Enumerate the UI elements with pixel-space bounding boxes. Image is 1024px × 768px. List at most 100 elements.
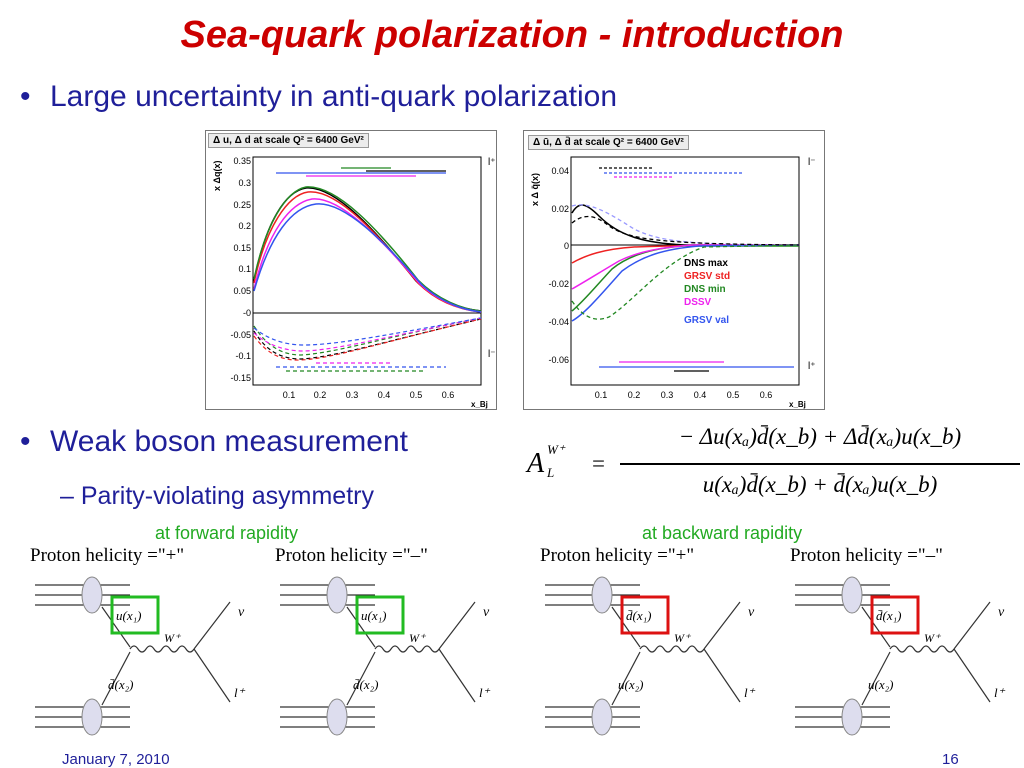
boson-label: W⁺	[409, 631, 426, 645]
formula-numerator: − Δu(xₐ)d̄(x_b) + Δd̄(xₐ)u(x_b)	[678, 424, 962, 449]
ytick: -0.15	[230, 373, 251, 383]
diagram-helicity-header: Proton helicity ="+"	[540, 545, 695, 566]
ytick: 0.04	[551, 166, 569, 176]
subbullet-parity: – Parity-violating asymmetry	[60, 482, 374, 511]
bullet-marker: •	[20, 425, 31, 458]
proton-blob	[326, 576, 348, 614]
diagram-svg	[795, 576, 991, 736]
right-plot-svg: 0.04 0.02 0 -0.02 -0.04 -0.06 0.1 0.2 0.…	[530, 156, 816, 409]
w-boson-propagator	[889, 645, 955, 653]
right-plot-xlabel: x_Bj	[789, 400, 806, 409]
proton-blob	[591, 698, 613, 736]
right-plot-error-bars	[599, 167, 794, 372]
lepton-label: l⁺	[994, 685, 1005, 700]
ytick: 0.25	[233, 200, 251, 210]
quark-highlight-box	[870, 595, 920, 635]
xtick: 0.3	[346, 390, 359, 400]
left-plot-svg: 0.35 0.3 0.25 0.2 0.15 0.1 0.05 -0 -0.05…	[212, 156, 496, 409]
xtick: 0.2	[314, 390, 327, 400]
ytick: 0	[564, 241, 569, 251]
lepton-line	[193, 648, 231, 703]
xtick: 0.4	[378, 390, 391, 400]
quark-highlight-box	[110, 595, 160, 635]
lepton-label: l⁺	[744, 685, 755, 700]
xtick: 0.4	[694, 390, 707, 400]
boson-label: W⁺	[674, 631, 691, 645]
right-plot-xticks: 0.1 0.2 0.3 0.4 0.5 0.6	[595, 390, 773, 400]
left-plot: 0.35 0.3 0.25 0.2 0.15 0.1 0.05 -0 -0.05…	[205, 130, 497, 410]
antiquark-label: d̄(x₂)	[353, 677, 379, 692]
right-plot-legend: DNS max GRSV std DNS min DSSV GRSV val	[684, 258, 730, 326]
slide-title: Sea-quark polarization - introduction	[180, 14, 844, 56]
ytick: -0.04	[548, 317, 569, 327]
quark-line	[861, 606, 891, 648]
quark-highlight-box	[620, 595, 670, 635]
ytick: 0.3	[238, 178, 251, 188]
left-plot-error-bars	[276, 167, 446, 372]
ytick: 0.35	[233, 156, 251, 166]
footer-page-number: 16	[942, 751, 959, 768]
xtick: 0.6	[442, 390, 455, 400]
formula-lhs: A	[527, 448, 545, 479]
quark-line	[611, 606, 641, 648]
right-plot-header: Δ ū, Δ d̄ at scale Q² = 6400 GeV²	[528, 135, 689, 150]
antiquark-label: d̄(x₂)	[108, 677, 134, 692]
feynman-diagram: Proton helicity ="–" d̄(x₁) u(x₂) W⁺ ν l⁺	[790, 545, 1015, 745]
feynman-diagram: Proton helicity ="–" u(x₁) d̄(x₂) W⁺ ν l⁺	[275, 545, 500, 745]
legend-entry: GRSV std	[684, 271, 730, 282]
neutrino-label: ν	[748, 605, 755, 620]
footer-date: January 7, 2010	[62, 751, 170, 768]
w-boson-propagator	[639, 645, 705, 653]
ytick: -0.1	[235, 351, 251, 361]
legend-entry: GRSV val	[684, 315, 729, 326]
quark-line	[346, 606, 376, 648]
neutrino-label: ν	[483, 605, 490, 620]
xtick: 0.1	[595, 390, 608, 400]
lepton-line	[703, 648, 741, 703]
ytick: -0.05	[230, 330, 251, 340]
quark-line	[101, 606, 131, 648]
neutrino-label: ν	[238, 605, 245, 620]
formula-denominator: u(xₐ)d̄(x_b) + d̄(xₐ)u(x_b)	[702, 472, 938, 497]
proton-blob	[326, 698, 348, 736]
legend-entry: DNS min	[684, 284, 726, 295]
quark-label: d̄(x₁)	[876, 608, 902, 623]
lepton-line	[438, 648, 476, 703]
xtick: 0.5	[410, 390, 423, 400]
left-plot-yticks: 0.35 0.3 0.25 0.2 0.15 0.1 0.05 -0 -0.05…	[230, 156, 251, 383]
ytick: 0.02	[551, 204, 569, 214]
neutrino-label: ν	[998, 605, 1005, 620]
formula-lhs-superscript: W⁺	[547, 442, 565, 457]
formula-lhs-subscript: L	[547, 465, 555, 480]
xtick: 0.6	[760, 390, 773, 400]
right-plot-label-top: l⁻	[808, 157, 816, 168]
left-plot-xlabel: x_Bj	[471, 400, 488, 409]
feynman-diagram: Proton helicity ="+" u(x₁) d̄(x₂) W⁺ ν l⁺	[30, 545, 255, 745]
diagram-svg	[35, 576, 231, 736]
left-plot-ylabel: x Δq(x)	[212, 161, 222, 191]
left-plot-dashed-curves	[253, 317, 482, 361]
neutrino-line	[953, 601, 991, 650]
ytick: 0.1	[238, 264, 251, 274]
w-boson-propagator	[129, 645, 195, 653]
diagram-svg	[545, 576, 741, 736]
left-plot-header: Δ u, Δ d at scale Q² = 6400 GeV²	[208, 133, 369, 148]
lepton-line	[953, 648, 991, 703]
proton-blob	[841, 698, 863, 736]
left-plot-label-bottom: l⁻	[488, 349, 496, 360]
right-plot-curves	[571, 204, 800, 322]
ytick: -0	[243, 308, 251, 318]
quark-highlight-box	[355, 595, 405, 635]
diagram-helicity-header: Proton helicity ="+"	[30, 545, 185, 566]
bullet-uncertainty: • Large uncertainty in anti-quark polariz…	[20, 80, 617, 114]
legend-entry: DSSV	[684, 297, 712, 308]
proton-blob	[841, 576, 863, 614]
right-plot-label-bottom: l⁺	[808, 361, 816, 372]
ytick: 0.2	[238, 221, 251, 231]
left-plot-label-top: l⁺	[488, 157, 496, 168]
right-plot-ylabel: x Δ q̄(x)	[530, 173, 540, 206]
neutrino-line	[703, 601, 741, 650]
diagram-helicity-header: Proton helicity ="–"	[275, 545, 428, 566]
ytick: 0.15	[233, 243, 251, 253]
left-plot-curves	[253, 186, 482, 313]
